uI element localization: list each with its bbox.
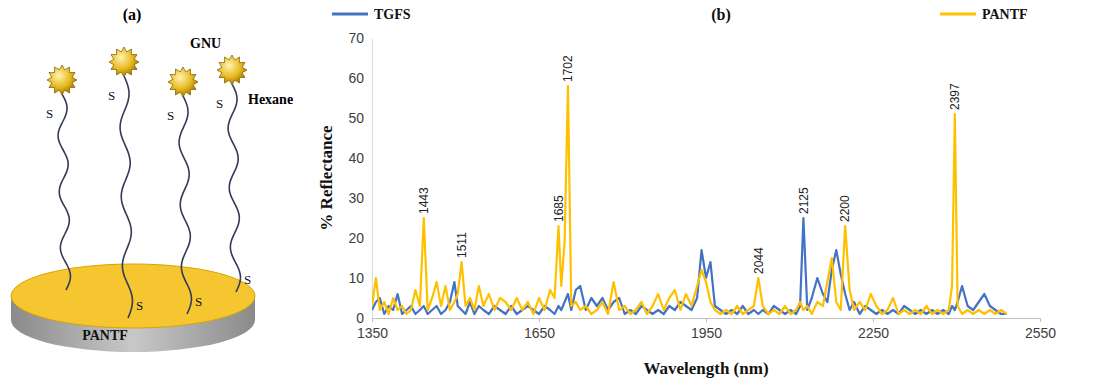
y-tick-label: 40 bbox=[348, 150, 364, 166]
peak-label: 2200 bbox=[838, 195, 852, 222]
panel-a: (a) PANTF S S S S S S S GNU Hexane bbox=[11, 6, 293, 352]
panel-b: 1350 1650 1950 2250 2550 0 10 20 30 40 50 60 70 Wavel… bbox=[317, 6, 1056, 378]
legend-swatch bbox=[332, 13, 368, 16]
chain bbox=[179, 96, 191, 314]
y-tick-label: 30 bbox=[348, 190, 364, 206]
x-tick-label: 2250 bbox=[858, 325, 889, 341]
x-tick-label: 1350 bbox=[357, 325, 388, 341]
sulfur-label: S bbox=[108, 88, 115, 103]
peak-label: 2397 bbox=[948, 83, 962, 110]
y-tick: 30 bbox=[348, 190, 372, 206]
x-axis-title: Wavelength (nm) bbox=[643, 359, 768, 378]
y-tick: 70 bbox=[348, 30, 372, 46]
x-tick-label: 2550 bbox=[1025, 325, 1056, 341]
x-tick-mark bbox=[706, 318, 707, 322]
chart-title: (b) bbox=[711, 6, 731, 24]
y-tick: 0 bbox=[356, 310, 372, 326]
sulfur-label: S bbox=[136, 298, 143, 313]
sulfur-label: S bbox=[216, 96, 223, 111]
peak-label: 1685 bbox=[552, 195, 566, 222]
legend-label: TGFS bbox=[374, 7, 411, 22]
y-tick: 50 bbox=[348, 110, 372, 126]
legend-item: PANTF bbox=[940, 7, 1028, 22]
particle bbox=[47, 65, 77, 95]
y-tick-label: 10 bbox=[348, 270, 364, 286]
sulfur-label: S bbox=[167, 108, 174, 123]
substrate-label: PANTF bbox=[82, 328, 128, 343]
chain bbox=[228, 84, 240, 292]
particle bbox=[109, 47, 139, 77]
legend-label: PANTF bbox=[982, 7, 1028, 22]
legend-swatch bbox=[940, 13, 976, 16]
y-tick-label: 60 bbox=[348, 70, 364, 86]
series-line bbox=[372, 86, 1007, 314]
y-tick-label: 70 bbox=[348, 30, 364, 46]
legend: TGFS PANTF bbox=[332, 7, 1028, 22]
x-tick: 1950 bbox=[691, 318, 722, 341]
sulfur-label: S bbox=[244, 272, 251, 287]
x-tick-mark bbox=[1040, 318, 1041, 322]
chain bbox=[58, 94, 70, 290]
peak-label: 2044 bbox=[752, 247, 766, 274]
y-axis-line bbox=[372, 39, 373, 319]
y-tick: 60 bbox=[348, 70, 372, 86]
particle-label: GNU bbox=[190, 36, 221, 51]
x-tick-mark bbox=[873, 318, 874, 322]
peak-label: 1443 bbox=[417, 187, 431, 214]
y-tick-label: 20 bbox=[348, 230, 364, 246]
y-tick: 10 bbox=[348, 270, 372, 286]
y-axis: 0 10 20 30 40 50 60 70 bbox=[348, 30, 372, 326]
x-tick-mark bbox=[372, 318, 373, 322]
annotations: 1443 1511 1685 1702 2044 2125 2200 2397 bbox=[417, 55, 962, 274]
x-tick: 1650 bbox=[524, 318, 555, 341]
chain-label: Hexane bbox=[248, 92, 293, 107]
x-tick: 2250 bbox=[858, 318, 889, 341]
x-tick-mark bbox=[539, 318, 540, 322]
particle bbox=[168, 67, 198, 97]
y-tick-label: 0 bbox=[356, 310, 364, 326]
x-tick-label: 1650 bbox=[524, 325, 555, 341]
x-tick-label: 1950 bbox=[691, 325, 722, 341]
x-tick: 2550 bbox=[1025, 318, 1056, 341]
y-axis-title: % Reflectance bbox=[317, 125, 336, 231]
legend-item: TGFS bbox=[332, 7, 411, 22]
peak-label: 1702 bbox=[561, 55, 575, 82]
peak-label: 2125 bbox=[797, 187, 811, 214]
peak-label: 1511 bbox=[455, 232, 469, 258]
plot-marks bbox=[372, 86, 1007, 314]
y-tick: 20 bbox=[348, 230, 372, 246]
y-tick: 40 bbox=[348, 150, 372, 166]
figure: (a) PANTF S S S S S S S GNU Hexane 1350 1650 1950 2250… bbox=[0, 0, 1109, 387]
substrate-top bbox=[11, 264, 255, 328]
sulfur-label: S bbox=[46, 106, 53, 121]
sulfur-label: S bbox=[195, 294, 202, 309]
particle bbox=[217, 55, 247, 85]
x-axis: 1350 1650 1950 2250 2550 bbox=[357, 318, 1056, 341]
y-tick-label: 50 bbox=[348, 110, 364, 126]
chain bbox=[120, 76, 132, 318]
panel-label: (a) bbox=[123, 6, 142, 24]
